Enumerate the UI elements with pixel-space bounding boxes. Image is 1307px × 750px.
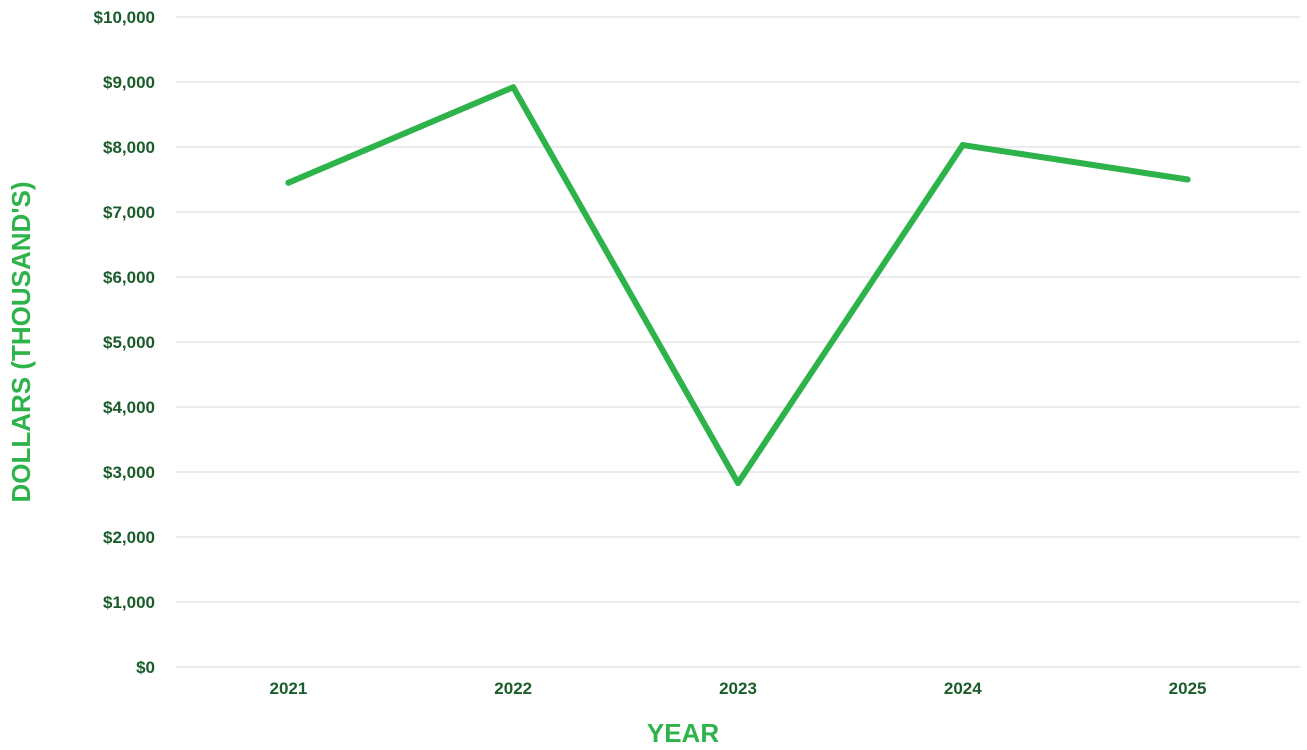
y-axis-title: DOLLARS (THOUSAND'S) bbox=[6, 181, 36, 502]
data-point bbox=[285, 179, 292, 186]
y-tick-label: $2,000 bbox=[103, 528, 155, 547]
y-tick-label: $3,000 bbox=[103, 463, 155, 482]
y-tick-label: $6,000 bbox=[103, 268, 155, 287]
x-axis-title: YEAR bbox=[647, 718, 719, 748]
y-tick-label: $10,000 bbox=[94, 8, 155, 27]
y-tick-label: $9,000 bbox=[103, 73, 155, 92]
data-point bbox=[959, 142, 966, 149]
y-tick-label: $7,000 bbox=[103, 203, 155, 222]
x-tick-label: 2023 bbox=[719, 679, 757, 698]
y-tick-label: $4,000 bbox=[103, 398, 155, 417]
gridlines bbox=[176, 16, 1300, 668]
y-tick-label: $0 bbox=[136, 658, 155, 677]
data-point bbox=[510, 84, 517, 91]
series-layer bbox=[285, 84, 1191, 487]
data-point bbox=[1184, 176, 1191, 183]
x-tick-label: 2025 bbox=[1169, 679, 1207, 698]
y-tick-label: $5,000 bbox=[103, 333, 155, 352]
data-point bbox=[735, 480, 741, 487]
x-tick-label: 2021 bbox=[269, 679, 307, 698]
x-tick-label: 2024 bbox=[944, 679, 982, 698]
x-tick-label: 2022 bbox=[494, 679, 532, 698]
y-tick-label: $1,000 bbox=[103, 593, 155, 612]
x-axis-ticks: 2021 2022 2023 2024 2025 bbox=[269, 679, 1206, 698]
y-tick-label: $8,000 bbox=[103, 138, 155, 157]
y-axis-ticks: $0 $1,000 $2,000 $3,000 $4,000 $5,000 $6,000 $7… bbox=[94, 8, 155, 677]
